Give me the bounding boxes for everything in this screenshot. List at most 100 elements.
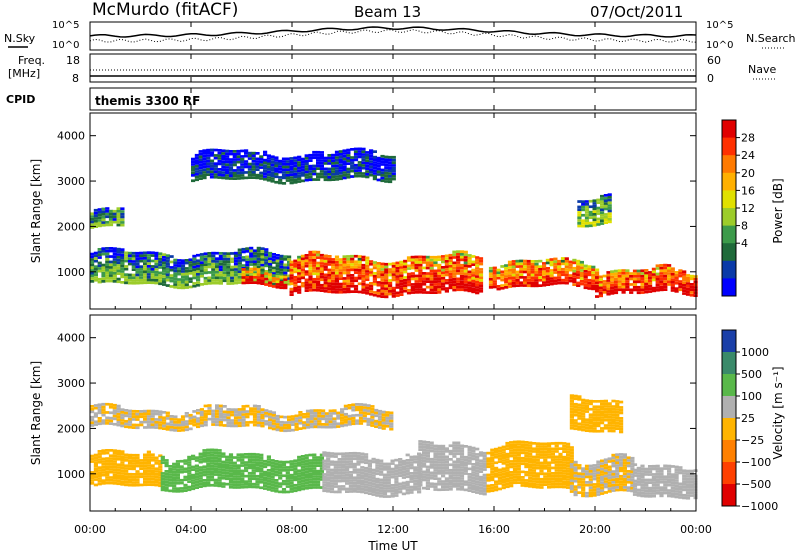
power-cell	[237, 259, 242, 263]
velocity-cell	[112, 449, 117, 452]
power-cell	[251, 162, 256, 166]
velocity-cell	[278, 482, 283, 485]
velocity-cell	[279, 426, 284, 430]
power-cell	[97, 253, 102, 257]
velocity-cell	[562, 455, 567, 459]
velocity-cell	[333, 482, 338, 486]
velocity-cell	[422, 443, 427, 446]
velocity-cell	[382, 481, 388, 485]
velocity-cell	[386, 470, 391, 474]
velocity-cell	[271, 414, 276, 417]
velocity-cell	[255, 453, 260, 456]
power-cell	[127, 257, 133, 260]
velocity-cell	[429, 474, 434, 477]
velocity-cell	[312, 464, 317, 467]
velocity-cell	[116, 415, 121, 419]
power-cell	[93, 211, 98, 215]
velocity-cell	[655, 486, 660, 490]
power-cell	[357, 155, 362, 159]
velocity-cell	[452, 444, 457, 447]
power-cell	[196, 283, 201, 287]
velocity-cell	[512, 446, 518, 449]
power-cell	[568, 276, 573, 280]
power-cell	[380, 279, 385, 282]
velocity-cell	[225, 477, 230, 481]
power-cell	[422, 261, 427, 264]
power-cell	[606, 282, 611, 285]
velocity-cell	[405, 461, 410, 465]
velocity-cell	[509, 452, 514, 455]
power-cell	[353, 153, 359, 156]
power-cell	[391, 273, 396, 276]
power-cell	[372, 158, 377, 162]
power-cell	[222, 274, 227, 277]
velocity-cell	[535, 472, 540, 475]
power-cell	[346, 173, 351, 176]
power-cell	[682, 273, 687, 276]
velocity-cell	[379, 481, 384, 484]
power-cell	[101, 269, 106, 272]
power-cell	[271, 269, 276, 273]
power-cell	[576, 276, 581, 279]
velocity-cell	[636, 477, 641, 481]
velocity-cell	[603, 474, 608, 478]
power-cell	[659, 283, 664, 286]
velocity-cell	[336, 411, 341, 415]
power-cell	[116, 207, 121, 210]
power-cell	[236, 149, 241, 153]
power-cell	[196, 281, 201, 284]
velocity-cell	[401, 492, 406, 496]
velocity-cell	[448, 458, 453, 461]
power-cell	[606, 271, 611, 274]
power-cell	[287, 280, 292, 283]
velocity-cell	[501, 462, 506, 465]
power-cell	[97, 216, 102, 220]
velocity-cell	[143, 480, 148, 484]
power-cell	[459, 280, 465, 283]
velocity-cell	[120, 408, 125, 411]
velocity-cell	[441, 472, 446, 475]
velocity-cell	[225, 455, 230, 459]
velocity-cell	[390, 462, 395, 465]
power-cell	[365, 159, 370, 162]
velocity-cell	[158, 470, 163, 474]
power-cell	[279, 283, 284, 287]
power-cell	[406, 256, 412, 259]
velocity-cell	[417, 485, 422, 488]
velocity-cell	[535, 447, 540, 451]
velocity-cell	[341, 471, 346, 475]
power-cell	[241, 264, 246, 267]
velocity-cell	[241, 405, 246, 408]
velocity-cell	[127, 425, 133, 429]
power-cell	[437, 274, 442, 278]
velocity-cell	[135, 481, 140, 484]
power-cell	[399, 271, 404, 275]
power-cell	[437, 269, 442, 272]
velocity-cell	[232, 464, 237, 467]
velocity-cell	[588, 486, 593, 489]
power-cell	[376, 162, 381, 165]
power-cell	[97, 224, 102, 228]
power-cell	[334, 161, 340, 165]
velocity-cell	[566, 442, 571, 446]
power-cell	[240, 176, 245, 180]
power-cell	[112, 247, 117, 250]
velocity-cell	[401, 468, 406, 471]
power-cell	[199, 283, 204, 286]
velocity-cell	[179, 489, 184, 493]
power-cell	[399, 268, 404, 272]
velocity-cell	[362, 403, 367, 407]
velocity-cell	[230, 419, 235, 422]
power-cell	[120, 248, 125, 251]
power-cell	[338, 258, 343, 261]
velocity-cell	[232, 467, 237, 470]
velocity-cell	[316, 472, 321, 476]
power-cell	[191, 157, 196, 161]
power-cell	[598, 278, 603, 281]
power-cell	[154, 254, 159, 258]
power-cell	[260, 252, 265, 256]
power-cell	[621, 282, 626, 286]
power-cell	[304, 256, 309, 260]
velocity-cell	[433, 469, 438, 472]
power-cell	[346, 154, 351, 157]
